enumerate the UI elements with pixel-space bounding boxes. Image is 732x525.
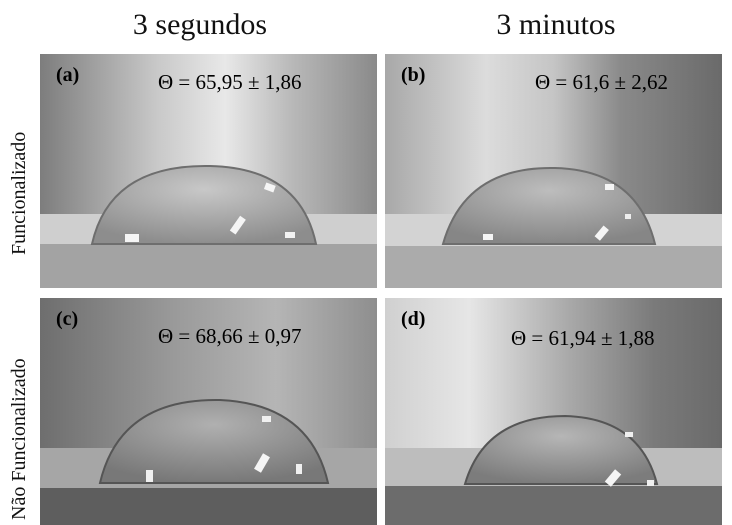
droplet-photo-d: (d) Θ = 61,94 ± 1,88	[385, 298, 722, 525]
panel-tag-b: (b)	[401, 64, 426, 86]
panel-tag-a: (a)	[56, 64, 80, 86]
droplet-photo-b: (b) Θ = 61,6 ± 2,62	[385, 54, 722, 288]
contact-angle-d: Θ = 61,94 ± 1,88	[511, 326, 655, 350]
droplet-image-a	[40, 54, 377, 288]
droplet-image-c	[40, 298, 377, 525]
row-label-nao-funcionalizado: Não Funcionalizado	[8, 358, 30, 520]
panel-tag-c: (c)	[56, 308, 79, 330]
column-title-3-minutos: 3 minutos	[496, 8, 616, 41]
column-title-3-segundos: 3 segundos	[132, 8, 268, 41]
contact-angle-b: Θ = 61,6 ± 2,62	[535, 70, 669, 94]
droplet-image-b	[385, 54, 722, 288]
droplet-photo-c: (c) Θ = 68,66 ± 0,97	[40, 298, 377, 525]
contact-angle-a: Θ = 65,95 ± 1,86	[158, 70, 302, 94]
panel-tag-d: (d)	[401, 308, 426, 330]
row-label-funcionalizado: Funcionalizado	[8, 131, 30, 255]
contact-angle-c: Θ = 68,66 ± 0,97	[158, 324, 302, 348]
droplet-image-d	[385, 298, 722, 525]
droplet-photo-a: (a) Θ = 65,95 ± 1,86	[40, 54, 377, 288]
